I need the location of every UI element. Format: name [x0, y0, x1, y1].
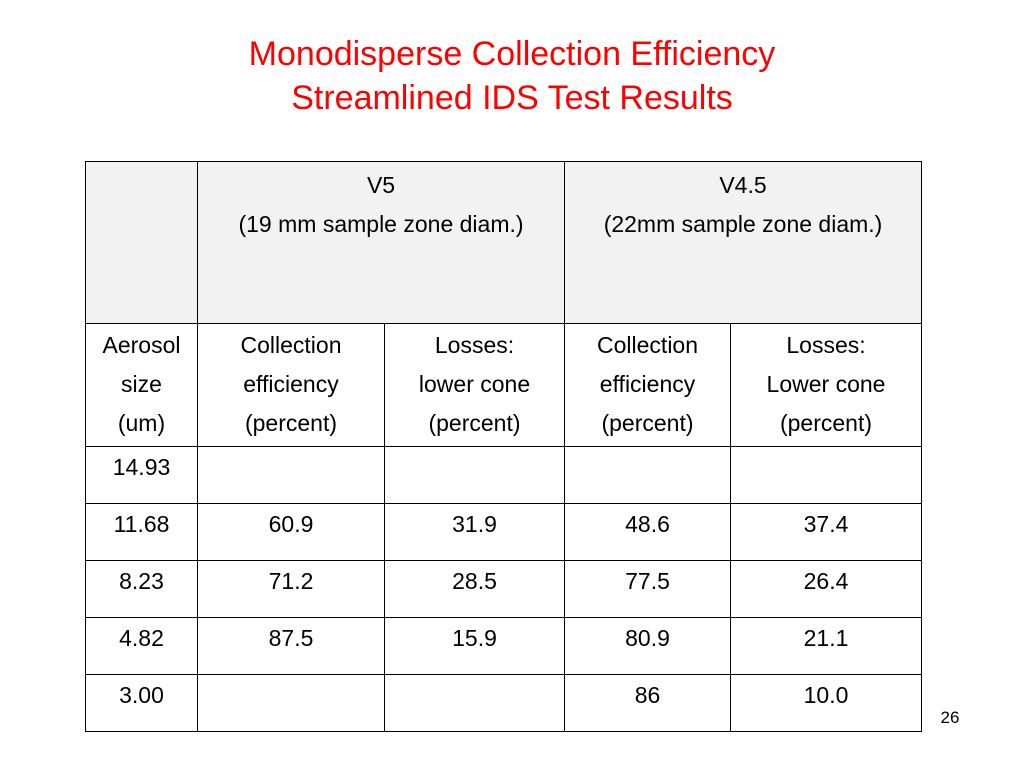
table-row: 4.82 87.5 15.9 80.9 21.1	[85, 617, 923, 675]
column-header-line: Aerosol	[102, 332, 181, 358]
v5-efficiency-cell: 71.2	[197, 560, 385, 618]
slide-title-line-2: Streamlined IDS Test Results	[291, 79, 733, 117]
aerosol-size-cell: 4.82	[85, 617, 198, 675]
slide-title: Monodisperse Collection Efficiency Strea…	[0, 32, 1024, 120]
group-header-v5: V5 (19 mm sample zone diam.)	[196, 161, 566, 324]
v5-losses-cell	[383, 446, 566, 504]
group-name: V4.5	[719, 172, 767, 198]
slide-title-line-1: Monodisperse Collection Efficiency	[248, 35, 776, 73]
group-name: V5	[366, 172, 396, 198]
group-detail: (22mm sample zone diam.)	[603, 211, 883, 237]
group-header-row: V5 (19 mm sample zone diam.) V4.5 (22mm …	[85, 161, 923, 324]
v4-5-losses-cell: 21.1	[730, 617, 923, 675]
column-header-line: (percent)	[601, 410, 694, 436]
aerosol-size-cell: 8.23	[85, 560, 198, 618]
table-row: 11.68 60.9 31.9 48.6 37.4	[85, 503, 923, 561]
page-number: 26	[940, 708, 960, 727]
column-header-v5-collection-efficiency: Collection efficiency (percent)	[197, 323, 385, 447]
column-header-line: Losses:	[434, 332, 515, 358]
aerosol-size-cell: 14.93	[85, 446, 198, 504]
column-header-line: efficiency	[243, 371, 339, 397]
results-table: V5 (19 mm sample zone diam.) V4.5 (22mm …	[85, 161, 923, 732]
aerosol-size-cell: 11.68	[85, 503, 198, 561]
v5-losses-cell: 31.9	[383, 503, 566, 561]
column-header-line: size	[121, 371, 162, 397]
v4-5-losses-cell: 10.0	[730, 674, 923, 732]
table-row: 14.93	[85, 446, 923, 504]
column-header-line: Lower cone	[766, 371, 886, 397]
v5-efficiency-cell	[197, 446, 385, 504]
v4-5-efficiency-cell: 80.9	[564, 617, 732, 675]
group-header-v4-5: V4.5 (22mm sample zone diam.)	[564, 161, 923, 324]
v4-5-efficiency-cell: 86	[564, 674, 732, 732]
column-header-line: (percent)	[244, 410, 338, 436]
column-header-row: Aerosol size (um) Collection efficiency …	[85, 323, 923, 447]
column-header-line: Losses:	[786, 332, 866, 358]
aerosol-size-cell: 3.00	[85, 674, 198, 732]
v5-efficiency-cell: 60.9	[197, 503, 385, 561]
column-header-line: efficiency	[599, 371, 696, 397]
v4-5-efficiency-cell: 77.5	[564, 560, 732, 618]
v4-5-efficiency-cell	[564, 446, 732, 504]
column-header-line: Collection	[597, 332, 699, 358]
v5-efficiency-cell: 87.5	[197, 617, 385, 675]
column-header-line: (percent)	[428, 410, 521, 436]
column-header-v4-5-losses: Losses: Lower cone (percent)	[730, 323, 923, 447]
column-header-line: lower cone	[418, 371, 531, 397]
v4-5-losses-cell: 37.4	[730, 503, 923, 561]
group-detail: (19 mm sample zone diam.)	[238, 211, 524, 237]
column-header-line: (percent)	[779, 410, 873, 436]
column-header-line: Collection	[240, 332, 342, 358]
v5-losses-cell	[383, 674, 566, 732]
column-header-aerosol-size: Aerosol size (um)	[85, 323, 198, 447]
v4-5-losses-cell	[730, 446, 923, 504]
table-row: 3.00 86 10.0	[85, 674, 923, 732]
table-row: 8.23 71.2 28.5 77.5 26.4	[85, 560, 923, 618]
v4-5-losses-cell: 26.4	[730, 560, 923, 618]
column-header-line: (um)	[117, 410, 166, 436]
v4-5-efficiency-cell: 48.6	[564, 503, 732, 561]
v5-efficiency-cell	[197, 674, 385, 732]
column-header-v4-5-collection-efficiency: Collection efficiency (percent)	[564, 323, 732, 447]
empty-corner-cell	[85, 161, 198, 324]
column-header-v5-losses: Losses: lower cone (percent)	[383, 323, 566, 447]
v5-losses-cell: 28.5	[383, 560, 566, 618]
v5-losses-cell: 15.9	[383, 617, 566, 675]
